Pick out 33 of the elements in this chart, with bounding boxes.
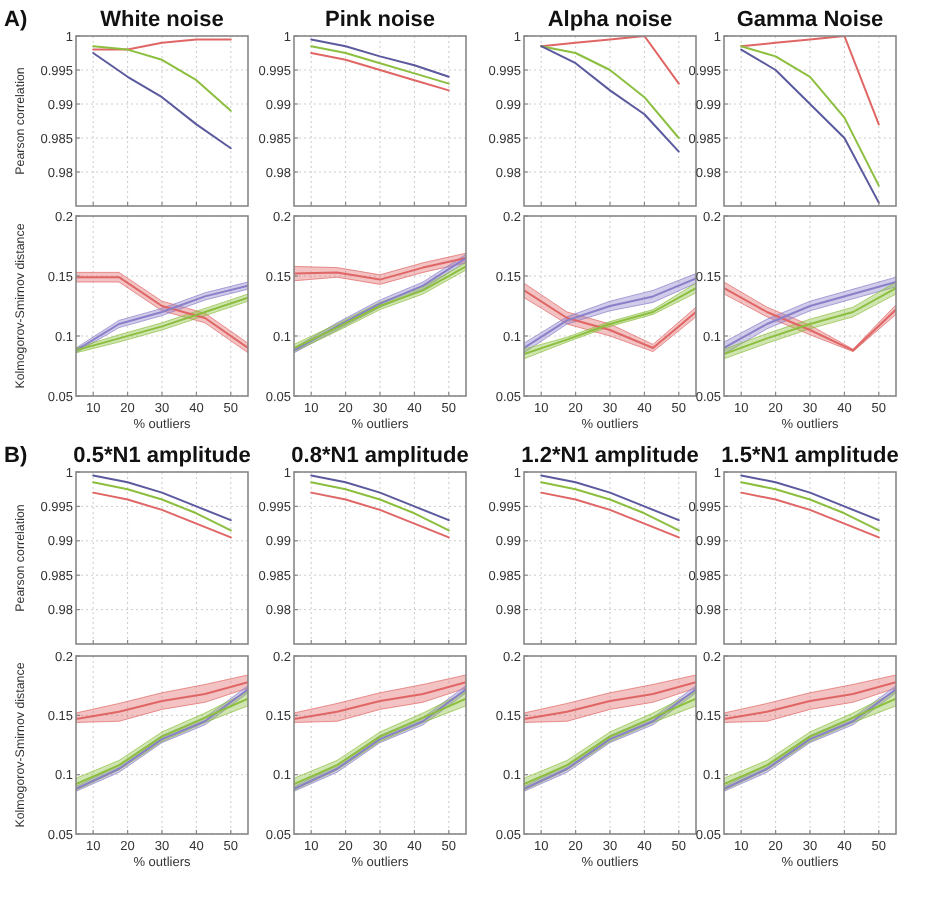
line-series	[540, 481, 680, 532]
chart-title: Pink noise	[324, 8, 436, 32]
line-series	[310, 491, 450, 539]
line-series	[310, 52, 450, 92]
line-series	[76, 681, 248, 720]
text: A)	[4, 8, 28, 32]
line-series	[92, 45, 232, 112]
line-series	[740, 481, 880, 532]
line-series	[540, 474, 680, 522]
line-series	[92, 481, 232, 532]
line-series	[294, 681, 466, 720]
line-series	[92, 491, 232, 539]
line-series	[524, 681, 696, 720]
line-series	[740, 474, 880, 522]
chart-title: 0.8*N1 amplitude	[291, 444, 469, 468]
text: B)	[4, 444, 28, 468]
chart-title: White noise	[100, 8, 224, 32]
chart-title: 1.2*N1 amplitude	[521, 444, 699, 468]
line-series	[310, 474, 450, 522]
line-series	[310, 45, 450, 85]
chart-title: Gamma Noise	[736, 8, 884, 32]
line-series	[540, 491, 680, 539]
line-series	[92, 52, 232, 150]
line-series	[310, 481, 450, 532]
line-series	[740, 36, 880, 126]
line-series	[92, 474, 232, 522]
line-series	[740, 491, 880, 539]
chart-title: 1.5*N1 amplitude	[721, 444, 899, 468]
chart-title: 0.5*N1 amplitude	[73, 444, 251, 468]
chart-title: Alpha noise	[547, 8, 673, 32]
line-series	[310, 38, 450, 78]
line-series	[540, 36, 680, 85]
line-series	[724, 681, 896, 720]
